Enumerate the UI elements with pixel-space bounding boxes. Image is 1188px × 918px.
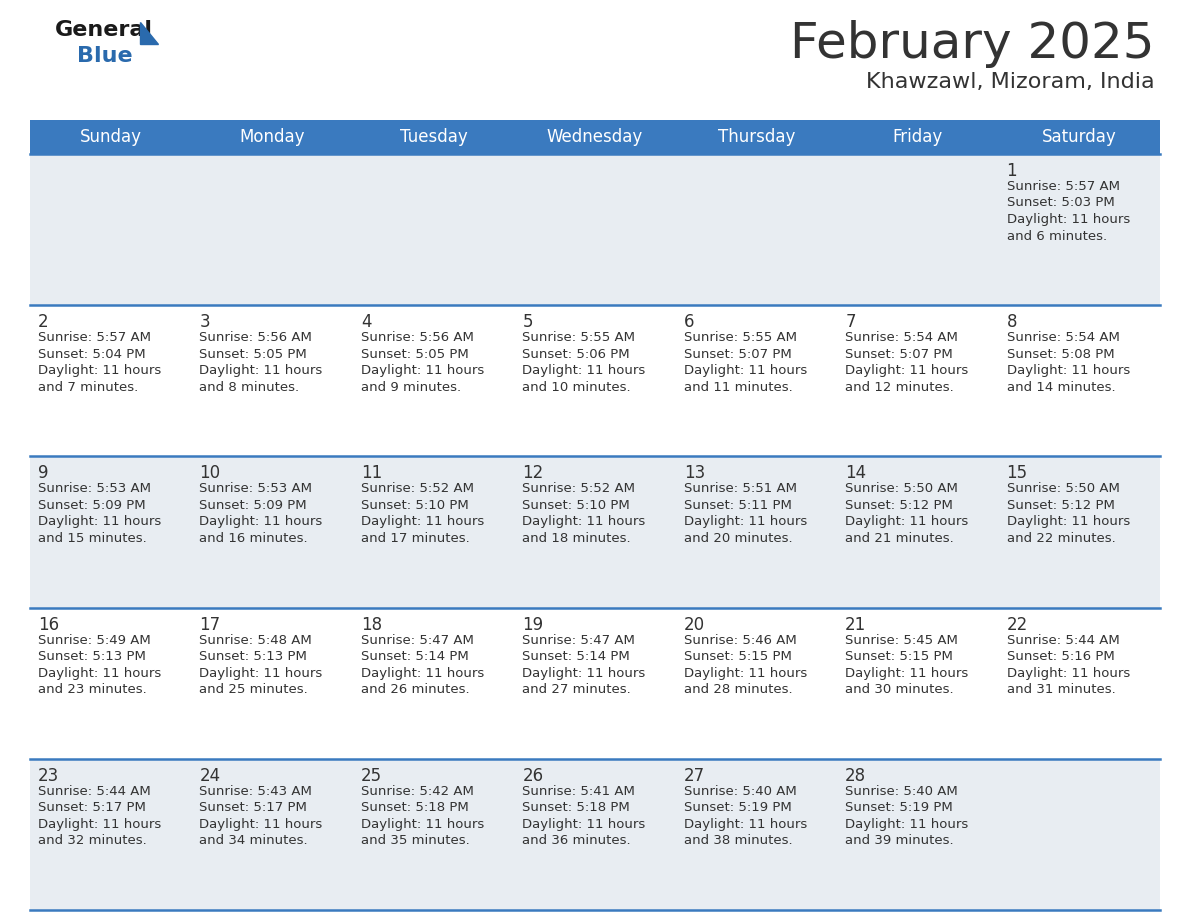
Text: Tuesday: Tuesday xyxy=(399,128,467,146)
Text: Monday: Monday xyxy=(240,128,305,146)
Text: 27: 27 xyxy=(684,767,704,785)
Text: Sunrise: 5:53 AM
Sunset: 5:09 PM
Daylight: 11 hours
and 15 minutes.: Sunrise: 5:53 AM Sunset: 5:09 PM Dayligh… xyxy=(38,482,162,545)
Text: 14: 14 xyxy=(845,465,866,482)
Text: 28: 28 xyxy=(845,767,866,785)
Bar xyxy=(30,305,1159,456)
Text: Wednesday: Wednesday xyxy=(546,128,643,146)
Text: Sunrise: 5:56 AM
Sunset: 5:05 PM
Daylight: 11 hours
and 9 minutes.: Sunrise: 5:56 AM Sunset: 5:05 PM Dayligh… xyxy=(361,331,484,394)
Text: 18: 18 xyxy=(361,616,383,633)
Bar xyxy=(30,608,1159,759)
Text: 25: 25 xyxy=(361,767,383,785)
Text: 17: 17 xyxy=(200,616,221,633)
Text: Sunrise: 5:44 AM
Sunset: 5:16 PM
Daylight: 11 hours
and 31 minutes.: Sunrise: 5:44 AM Sunset: 5:16 PM Dayligh… xyxy=(1006,633,1130,696)
Text: 9: 9 xyxy=(38,465,49,482)
Text: 20: 20 xyxy=(684,616,704,633)
Text: Sunrise: 5:40 AM
Sunset: 5:19 PM
Daylight: 11 hours
and 39 minutes.: Sunrise: 5:40 AM Sunset: 5:19 PM Dayligh… xyxy=(845,785,968,847)
Text: Friday: Friday xyxy=(892,128,943,146)
Text: Sunrise: 5:44 AM
Sunset: 5:17 PM
Daylight: 11 hours
and 32 minutes.: Sunrise: 5:44 AM Sunset: 5:17 PM Dayligh… xyxy=(38,785,162,847)
Text: 19: 19 xyxy=(523,616,543,633)
Text: February 2025: February 2025 xyxy=(790,20,1155,68)
Text: Sunrise: 5:56 AM
Sunset: 5:05 PM
Daylight: 11 hours
and 8 minutes.: Sunrise: 5:56 AM Sunset: 5:05 PM Dayligh… xyxy=(200,331,323,394)
Text: 5: 5 xyxy=(523,313,532,331)
Text: Sunrise: 5:42 AM
Sunset: 5:18 PM
Daylight: 11 hours
and 35 minutes.: Sunrise: 5:42 AM Sunset: 5:18 PM Dayligh… xyxy=(361,785,484,847)
Text: Sunrise: 5:48 AM
Sunset: 5:13 PM
Daylight: 11 hours
and 25 minutes.: Sunrise: 5:48 AM Sunset: 5:13 PM Dayligh… xyxy=(200,633,323,696)
Text: Sunrise: 5:47 AM
Sunset: 5:14 PM
Daylight: 11 hours
and 26 minutes.: Sunrise: 5:47 AM Sunset: 5:14 PM Dayligh… xyxy=(361,633,484,696)
Text: 22: 22 xyxy=(1006,616,1028,633)
Text: Blue: Blue xyxy=(77,46,133,66)
Text: Sunrise: 5:47 AM
Sunset: 5:14 PM
Daylight: 11 hours
and 27 minutes.: Sunrise: 5:47 AM Sunset: 5:14 PM Dayligh… xyxy=(523,633,645,696)
Text: Sunrise: 5:57 AM
Sunset: 5:04 PM
Daylight: 11 hours
and 7 minutes.: Sunrise: 5:57 AM Sunset: 5:04 PM Dayligh… xyxy=(38,331,162,394)
Text: Sunrise: 5:53 AM
Sunset: 5:09 PM
Daylight: 11 hours
and 16 minutes.: Sunrise: 5:53 AM Sunset: 5:09 PM Dayligh… xyxy=(200,482,323,545)
Text: 8: 8 xyxy=(1006,313,1017,331)
Polygon shape xyxy=(140,22,158,44)
Text: Sunrise: 5:45 AM
Sunset: 5:15 PM
Daylight: 11 hours
and 30 minutes.: Sunrise: 5:45 AM Sunset: 5:15 PM Dayligh… xyxy=(845,633,968,696)
Text: Sunrise: 5:50 AM
Sunset: 5:12 PM
Daylight: 11 hours
and 22 minutes.: Sunrise: 5:50 AM Sunset: 5:12 PM Dayligh… xyxy=(1006,482,1130,545)
Bar xyxy=(30,456,1159,608)
Text: Saturday: Saturday xyxy=(1042,128,1117,146)
Text: Sunday: Sunday xyxy=(80,128,141,146)
Text: Khawzawl, Mizoram, India: Khawzawl, Mizoram, India xyxy=(866,72,1155,92)
Text: Sunrise: 5:50 AM
Sunset: 5:12 PM
Daylight: 11 hours
and 21 minutes.: Sunrise: 5:50 AM Sunset: 5:12 PM Dayligh… xyxy=(845,482,968,545)
Text: 3: 3 xyxy=(200,313,210,331)
Text: Sunrise: 5:49 AM
Sunset: 5:13 PM
Daylight: 11 hours
and 23 minutes.: Sunrise: 5:49 AM Sunset: 5:13 PM Dayligh… xyxy=(38,633,162,696)
Text: 7: 7 xyxy=(845,313,855,331)
Text: 15: 15 xyxy=(1006,465,1028,482)
Text: 2: 2 xyxy=(38,313,49,331)
Text: 1: 1 xyxy=(1006,162,1017,180)
Text: Sunrise: 5:40 AM
Sunset: 5:19 PM
Daylight: 11 hours
and 38 minutes.: Sunrise: 5:40 AM Sunset: 5:19 PM Dayligh… xyxy=(684,785,807,847)
Text: 23: 23 xyxy=(38,767,59,785)
Text: 6: 6 xyxy=(684,313,694,331)
Bar xyxy=(30,120,1159,154)
Bar xyxy=(30,759,1159,910)
Text: 21: 21 xyxy=(845,616,866,633)
Text: Sunrise: 5:55 AM
Sunset: 5:07 PM
Daylight: 11 hours
and 11 minutes.: Sunrise: 5:55 AM Sunset: 5:07 PM Dayligh… xyxy=(684,331,807,394)
Text: 12: 12 xyxy=(523,465,544,482)
Text: 16: 16 xyxy=(38,616,59,633)
Text: 26: 26 xyxy=(523,767,543,785)
Text: Sunrise: 5:52 AM
Sunset: 5:10 PM
Daylight: 11 hours
and 18 minutes.: Sunrise: 5:52 AM Sunset: 5:10 PM Dayligh… xyxy=(523,482,645,545)
Text: General: General xyxy=(55,20,153,40)
Text: Sunrise: 5:43 AM
Sunset: 5:17 PM
Daylight: 11 hours
and 34 minutes.: Sunrise: 5:43 AM Sunset: 5:17 PM Dayligh… xyxy=(200,785,323,847)
Text: 13: 13 xyxy=(684,465,704,482)
Text: Sunrise: 5:54 AM
Sunset: 5:08 PM
Daylight: 11 hours
and 14 minutes.: Sunrise: 5:54 AM Sunset: 5:08 PM Dayligh… xyxy=(1006,331,1130,394)
Text: Sunrise: 5:57 AM
Sunset: 5:03 PM
Daylight: 11 hours
and 6 minutes.: Sunrise: 5:57 AM Sunset: 5:03 PM Dayligh… xyxy=(1006,180,1130,242)
Text: 4: 4 xyxy=(361,313,372,331)
Text: 11: 11 xyxy=(361,465,383,482)
Text: Sunrise: 5:51 AM
Sunset: 5:11 PM
Daylight: 11 hours
and 20 minutes.: Sunrise: 5:51 AM Sunset: 5:11 PM Dayligh… xyxy=(684,482,807,545)
Text: Sunrise: 5:55 AM
Sunset: 5:06 PM
Daylight: 11 hours
and 10 minutes.: Sunrise: 5:55 AM Sunset: 5:06 PM Dayligh… xyxy=(523,331,645,394)
Text: Sunrise: 5:41 AM
Sunset: 5:18 PM
Daylight: 11 hours
and 36 minutes.: Sunrise: 5:41 AM Sunset: 5:18 PM Dayligh… xyxy=(523,785,645,847)
Bar xyxy=(30,154,1159,305)
Text: Sunrise: 5:46 AM
Sunset: 5:15 PM
Daylight: 11 hours
and 28 minutes.: Sunrise: 5:46 AM Sunset: 5:15 PM Dayligh… xyxy=(684,633,807,696)
Text: Sunrise: 5:54 AM
Sunset: 5:07 PM
Daylight: 11 hours
and 12 minutes.: Sunrise: 5:54 AM Sunset: 5:07 PM Dayligh… xyxy=(845,331,968,394)
Text: Sunrise: 5:52 AM
Sunset: 5:10 PM
Daylight: 11 hours
and 17 minutes.: Sunrise: 5:52 AM Sunset: 5:10 PM Dayligh… xyxy=(361,482,484,545)
Text: Thursday: Thursday xyxy=(718,128,795,146)
Text: 10: 10 xyxy=(200,465,221,482)
Text: 24: 24 xyxy=(200,767,221,785)
